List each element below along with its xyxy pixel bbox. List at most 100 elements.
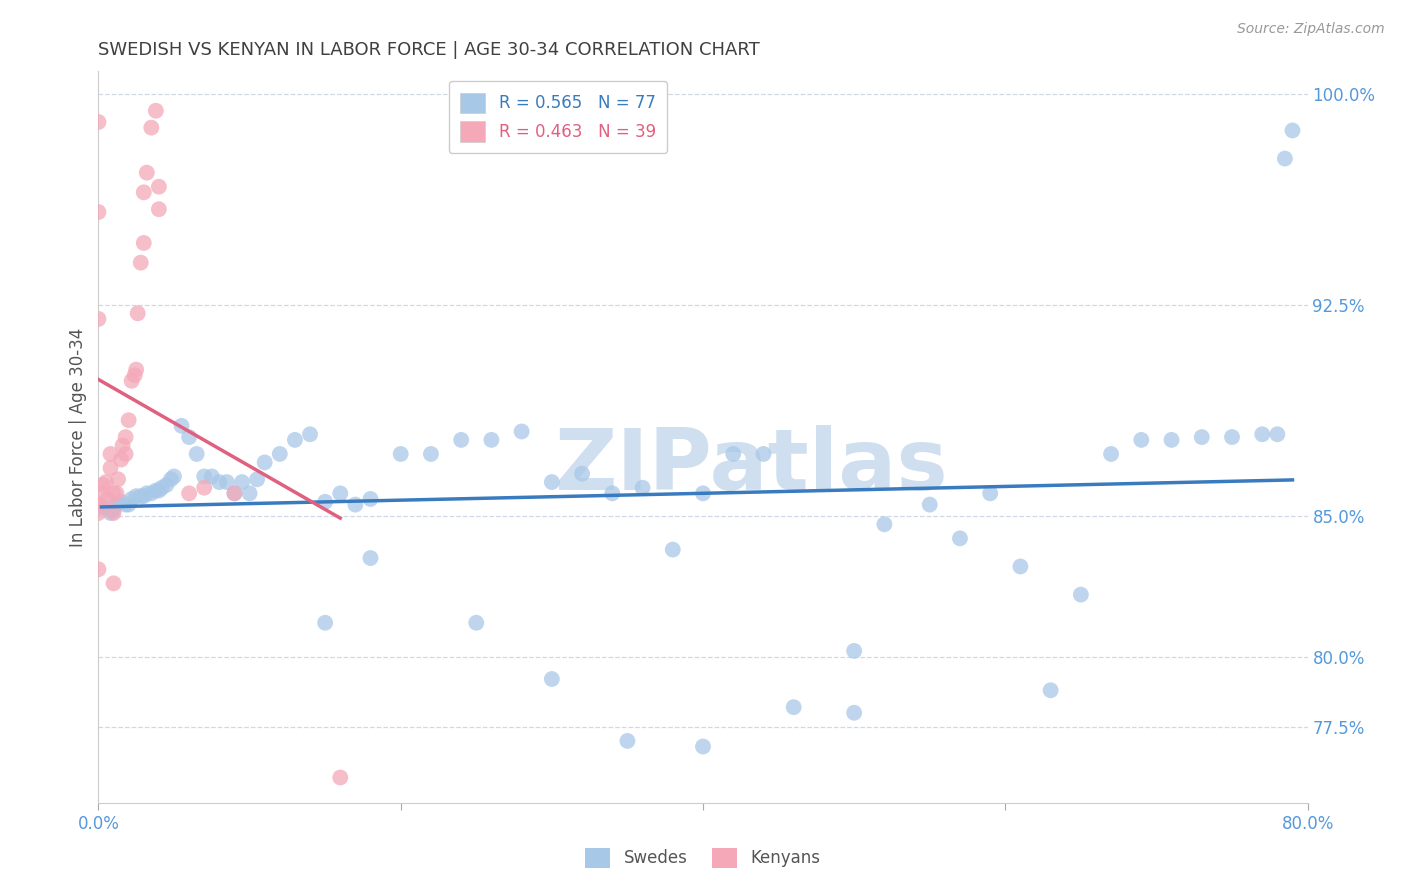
Point (224, 486, 246, 500)
Text: SWEDISH VS KENYAN IN LABOR FORCE | AGE 30-34 CORRELATION CHART: SWEDISH VS KENYAN IN LABOR FORCE | AGE 3… (98, 41, 761, 59)
Point (129, 255, 152, 269)
Point (87, 115, 110, 129)
Point (314, 615, 336, 630)
Point (450, 433, 472, 447)
Point (90, 486, 112, 500)
Point (540, 672, 562, 686)
Point (100, 506, 122, 520)
Point (314, 495, 336, 509)
Point (87, 562, 110, 576)
Point (186, 447, 208, 461)
Point (269, 447, 291, 461)
Point (510, 425, 533, 439)
Point (1191, 430, 1213, 444)
Point (631, 481, 654, 495)
Point (127, 306, 149, 320)
Point (87, 498, 110, 512)
Point (1251, 427, 1274, 442)
Point (114, 430, 136, 444)
Point (114, 447, 136, 461)
Point (616, 734, 638, 748)
Point (844, 644, 866, 658)
Point (124, 368, 146, 383)
Point (141, 120, 163, 135)
Point (118, 498, 141, 512)
Point (141, 486, 163, 500)
Point (103, 503, 125, 517)
Point (918, 498, 941, 512)
Point (170, 418, 193, 433)
Point (103, 486, 125, 500)
Point (100, 447, 122, 461)
Point (193, 481, 215, 495)
Point (155, 478, 177, 492)
Point (121, 491, 143, 506)
Point (110, 495, 132, 509)
Point (284, 433, 307, 447)
Point (148, 179, 170, 194)
Point (135, 166, 157, 180)
Point (163, 469, 186, 483)
Point (389, 447, 412, 461)
Point (150, 481, 173, 495)
Point (87, 506, 110, 520)
Y-axis label: In Labor Force | Age 30-34: In Labor Force | Age 30-34 (69, 327, 87, 547)
Point (145, 103, 167, 118)
Point (132, 186, 155, 200)
Point (571, 467, 593, 481)
Point (96, 491, 118, 506)
Point (602, 486, 624, 500)
Legend: Swedes, Kenyans: Swedes, Kenyans (578, 841, 828, 875)
Point (723, 447, 745, 461)
Point (118, 413, 141, 427)
Point (148, 483, 170, 498)
Point (1099, 447, 1122, 461)
Point (94, 475, 117, 489)
Point (107, 472, 129, 486)
Point (145, 483, 167, 498)
Point (111, 438, 134, 452)
Point (208, 475, 231, 489)
Point (253, 455, 276, 469)
Point (148, 202, 170, 217)
Point (540, 475, 562, 489)
Point (1010, 559, 1032, 574)
Point (979, 486, 1001, 500)
Point (132, 235, 155, 250)
Point (329, 771, 352, 785)
Point (420, 447, 443, 461)
Point (87, 498, 110, 512)
Point (246, 472, 269, 486)
Point (114, 498, 136, 512)
Point (224, 486, 246, 500)
Point (90, 500, 112, 515)
Point (125, 362, 148, 376)
Point (179, 430, 201, 444)
Point (135, 486, 157, 500)
Point (344, 498, 367, 512)
Point (692, 739, 714, 754)
Point (179, 486, 201, 500)
Point (87, 205, 110, 219)
Point (105, 498, 128, 512)
Point (132, 489, 155, 503)
Point (103, 576, 125, 591)
Point (481, 433, 503, 447)
Point (1039, 683, 1062, 698)
Point (121, 374, 143, 388)
Point (783, 700, 806, 714)
Point (215, 475, 238, 489)
Point (110, 452, 132, 467)
Point (103, 506, 125, 520)
Point (661, 542, 683, 557)
Point (100, 461, 122, 475)
Text: Source: ZipAtlas.com: Source: ZipAtlas.com (1237, 22, 1385, 37)
Point (91, 478, 114, 492)
Point (299, 427, 322, 442)
Point (1160, 433, 1182, 447)
Point (949, 532, 972, 546)
Point (105, 486, 128, 500)
Point (752, 447, 775, 461)
Point (129, 489, 152, 503)
Point (1281, 123, 1303, 137)
